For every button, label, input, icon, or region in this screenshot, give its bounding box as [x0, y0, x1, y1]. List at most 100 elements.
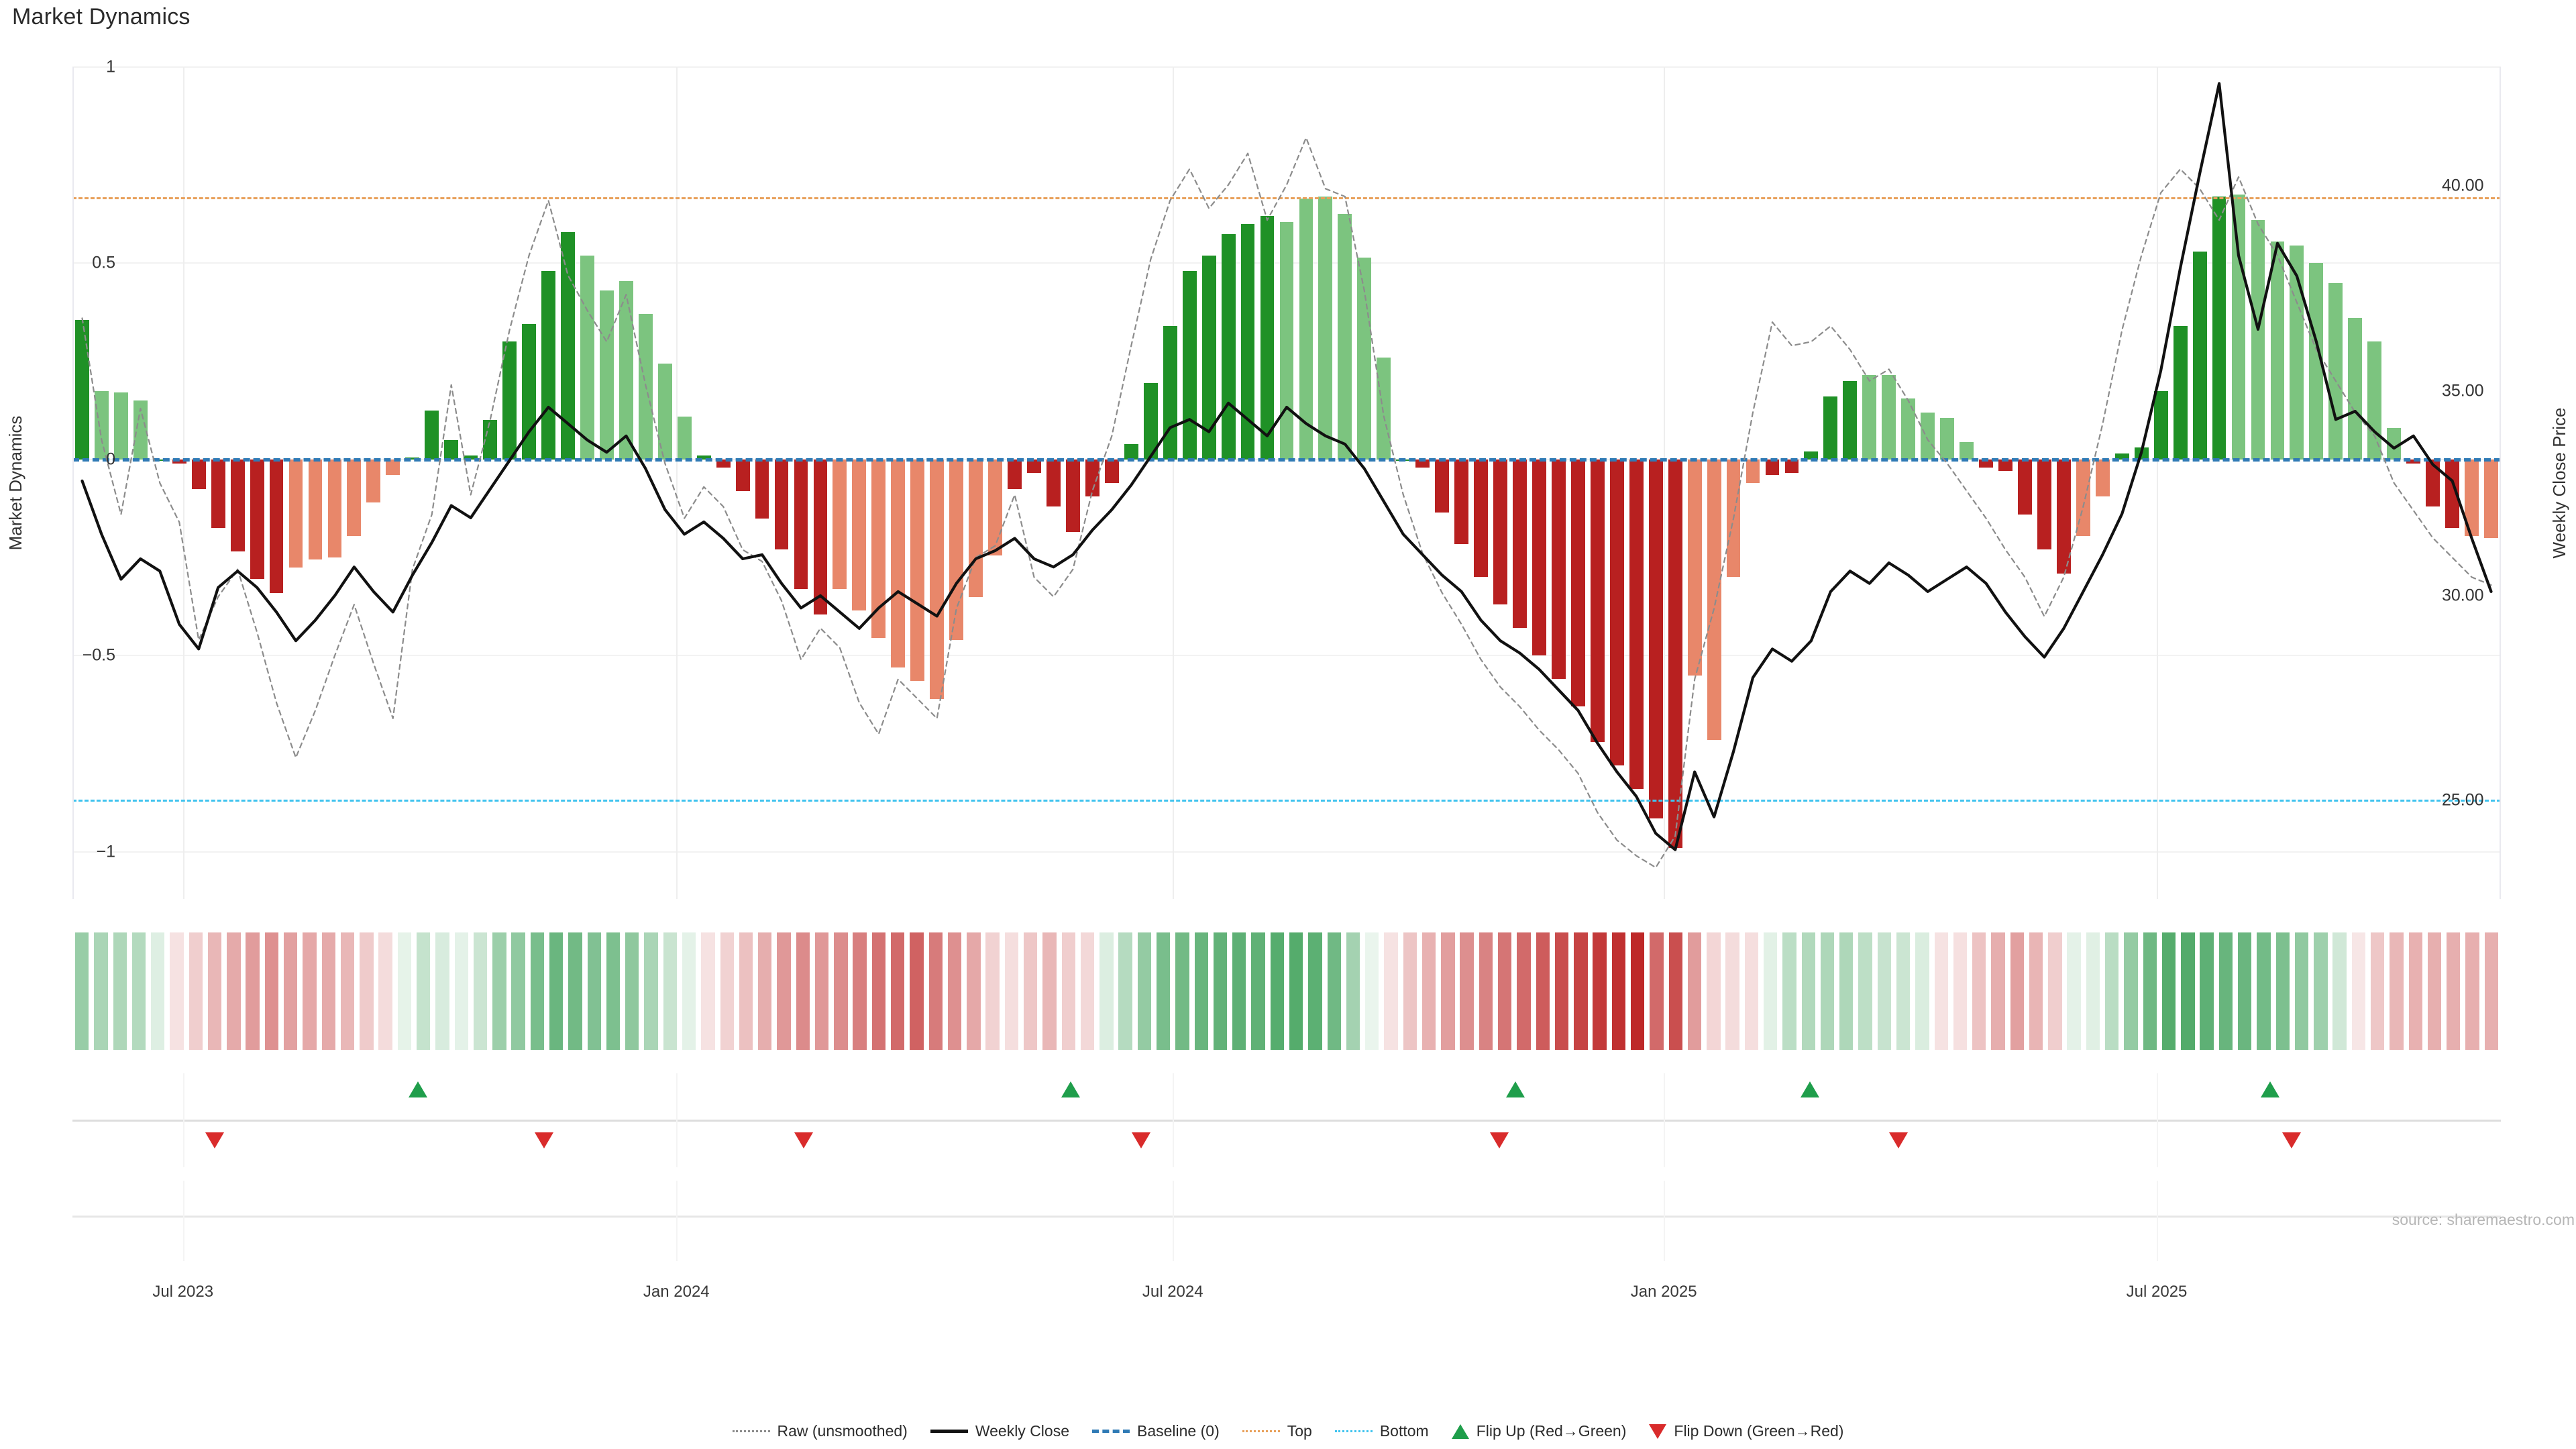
- legend-item[interactable]: Weekly Close: [930, 1422, 1069, 1440]
- market-dynamics-bar: [230, 459, 245, 552]
- heat-strip-cell: [1232, 932, 1246, 1050]
- heat-strip-cell: [2257, 932, 2271, 1050]
- heat-strip-cell: [530, 932, 545, 1050]
- heat-strip-cell: [682, 932, 696, 1050]
- heat-strip-cell: [1896, 932, 1911, 1050]
- heat-strip-cell: [853, 932, 867, 1050]
- flip-down-marker[interactable]: [794, 1132, 813, 1148]
- market-dynamics-bar: [696, 455, 711, 460]
- market-dynamics-bar: [891, 459, 906, 667]
- triangle-down-icon: [1649, 1424, 1667, 1439]
- market-dynamics-bar: [1843, 380, 1858, 460]
- market-dynamics-bar: [2309, 263, 2324, 460]
- gridline-x: [182, 67, 184, 899]
- gridline-x: [2157, 67, 2159, 899]
- flip-up-marker[interactable]: [1061, 1081, 1080, 1097]
- heat-strip-cell: [1991, 932, 2005, 1050]
- heat-strip-cell: [1270, 932, 1285, 1050]
- x-tick-label: Jul 2025: [2126, 1283, 2188, 1301]
- heat-strip-cell: [2370, 932, 2385, 1050]
- legend-item[interactable]: Baseline (0): [1092, 1422, 1220, 1440]
- heat-strip-cell: [492, 932, 506, 1050]
- legend-label: Raw (unsmoothed): [777, 1422, 908, 1440]
- y-axis-label-right: Weekly Close Price: [2549, 407, 2569, 559]
- market-dynamics-bar: [2348, 318, 2363, 460]
- series-lines-overlay: [80, 82, 2493, 869]
- heat-strip-cell: [454, 932, 468, 1050]
- flip-down-marker[interactable]: [205, 1132, 225, 1148]
- heat-strip-cell: [113, 932, 127, 1050]
- market-dynamics-bar: [1629, 459, 1644, 790]
- legend-item[interactable]: Flip Up (Red→Green): [1451, 1422, 1626, 1440]
- market-dynamics-bar: [483, 420, 498, 460]
- heat-strip-cell: [1574, 932, 1588, 1050]
- heat-strip-cell: [264, 932, 279, 1050]
- heat-strip-cell: [644, 932, 658, 1050]
- legend-label: Bottom: [1379, 1422, 1429, 1440]
- flip-down-marker[interactable]: [1489, 1132, 1509, 1148]
- heat-strip-cell: [1707, 932, 1721, 1050]
- triangle-up-icon: [1451, 1424, 1469, 1439]
- heat-strip-cell: [928, 932, 943, 1050]
- flip-up-marker[interactable]: [409, 1081, 428, 1097]
- legend-item[interactable]: Raw (unsmoothed): [732, 1422, 908, 1440]
- heat-strip-cell: [1460, 932, 1474, 1050]
- heat-strip-cell: [360, 932, 374, 1050]
- baseline-line-icon: [1092, 1430, 1130, 1433]
- source-note: source: sharemaestro.com: [2392, 1211, 2575, 1228]
- raw-line-icon: [732, 1430, 770, 1432]
- market-dynamics-bar: [1240, 223, 1255, 460]
- market-dynamics-bar: [1046, 459, 1061, 507]
- heat-strip-cell: [2408, 932, 2422, 1050]
- market-dynamics-bar: [1221, 233, 1236, 460]
- market-dynamics-bar: [1901, 398, 1916, 460]
- x-tick-label: Jan 2024: [643, 1283, 710, 1301]
- heat-strip-cell: [1611, 932, 1626, 1050]
- heat-strip-cell: [1042, 932, 1057, 1050]
- flip-down-marker[interactable]: [1889, 1132, 1909, 1148]
- legend-item[interactable]: Bottom: [1334, 1422, 1429, 1440]
- market-dynamics-bar: [113, 392, 128, 460]
- flip-panel-gridline: [676, 1073, 678, 1167]
- heat-strip-cell: [1175, 932, 1189, 1050]
- market-dynamics-bar: [833, 459, 847, 589]
- flip-up-marker[interactable]: [2260, 1081, 2279, 1097]
- heat-strip-cell: [1421, 932, 1436, 1050]
- flip-down-marker[interactable]: [2282, 1132, 2301, 1148]
- heat-strip-cell: [321, 932, 335, 1050]
- y-tick-left: 0.5: [92, 253, 115, 272]
- plot-spine-right: [2500, 67, 2501, 899]
- heat-strip-cell: [720, 932, 734, 1050]
- y-tick-right: 35.00: [2442, 381, 2484, 400]
- heat-strip-cell: [2086, 932, 2100, 1050]
- flip-up-marker[interactable]: [1506, 1081, 1525, 1097]
- flip-down-marker[interactable]: [1131, 1132, 1150, 1148]
- market-dynamics-bar: [2212, 197, 2226, 460]
- gridline-x: [1664, 67, 1666, 899]
- legend-item[interactable]: Flip Down (Green→Red): [1649, 1422, 1843, 1440]
- heat-strip-cell: [1346, 932, 1360, 1050]
- legend-item[interactable]: Top: [1242, 1422, 1312, 1440]
- heat-strip-cell: [910, 932, 924, 1050]
- heat-strip-cell: [549, 932, 564, 1050]
- heat-strip-cell: [568, 932, 582, 1050]
- heat-strip-cell: [2238, 932, 2252, 1050]
- y-tick-left: −0.5: [82, 645, 115, 665]
- market-dynamics-bar: [1027, 459, 1041, 474]
- market-dynamics-bar: [2095, 459, 2110, 497]
- y-tick-left: 1: [106, 57, 115, 76]
- heat-strip-cell: [435, 932, 449, 1050]
- heat-strip-cell: [1687, 932, 1702, 1050]
- heat-strip-cell: [1289, 932, 1303, 1050]
- heat-strip-cell: [74, 932, 89, 1050]
- heat-strip-cell: [1099, 932, 1114, 1050]
- flip-up-marker[interactable]: [1800, 1081, 1819, 1097]
- heat-strip-cell: [625, 932, 639, 1050]
- heat-strip-cell: [417, 932, 431, 1050]
- heat-strip-cell: [587, 932, 601, 1050]
- market-dynamics-bar: [1435, 459, 1450, 513]
- flip-down-marker[interactable]: [535, 1132, 553, 1148]
- market-dynamics-bar: [1998, 459, 2012, 472]
- y-tick-left: 0: [106, 449, 115, 469]
- bottom-line-icon: [1334, 1430, 1373, 1432]
